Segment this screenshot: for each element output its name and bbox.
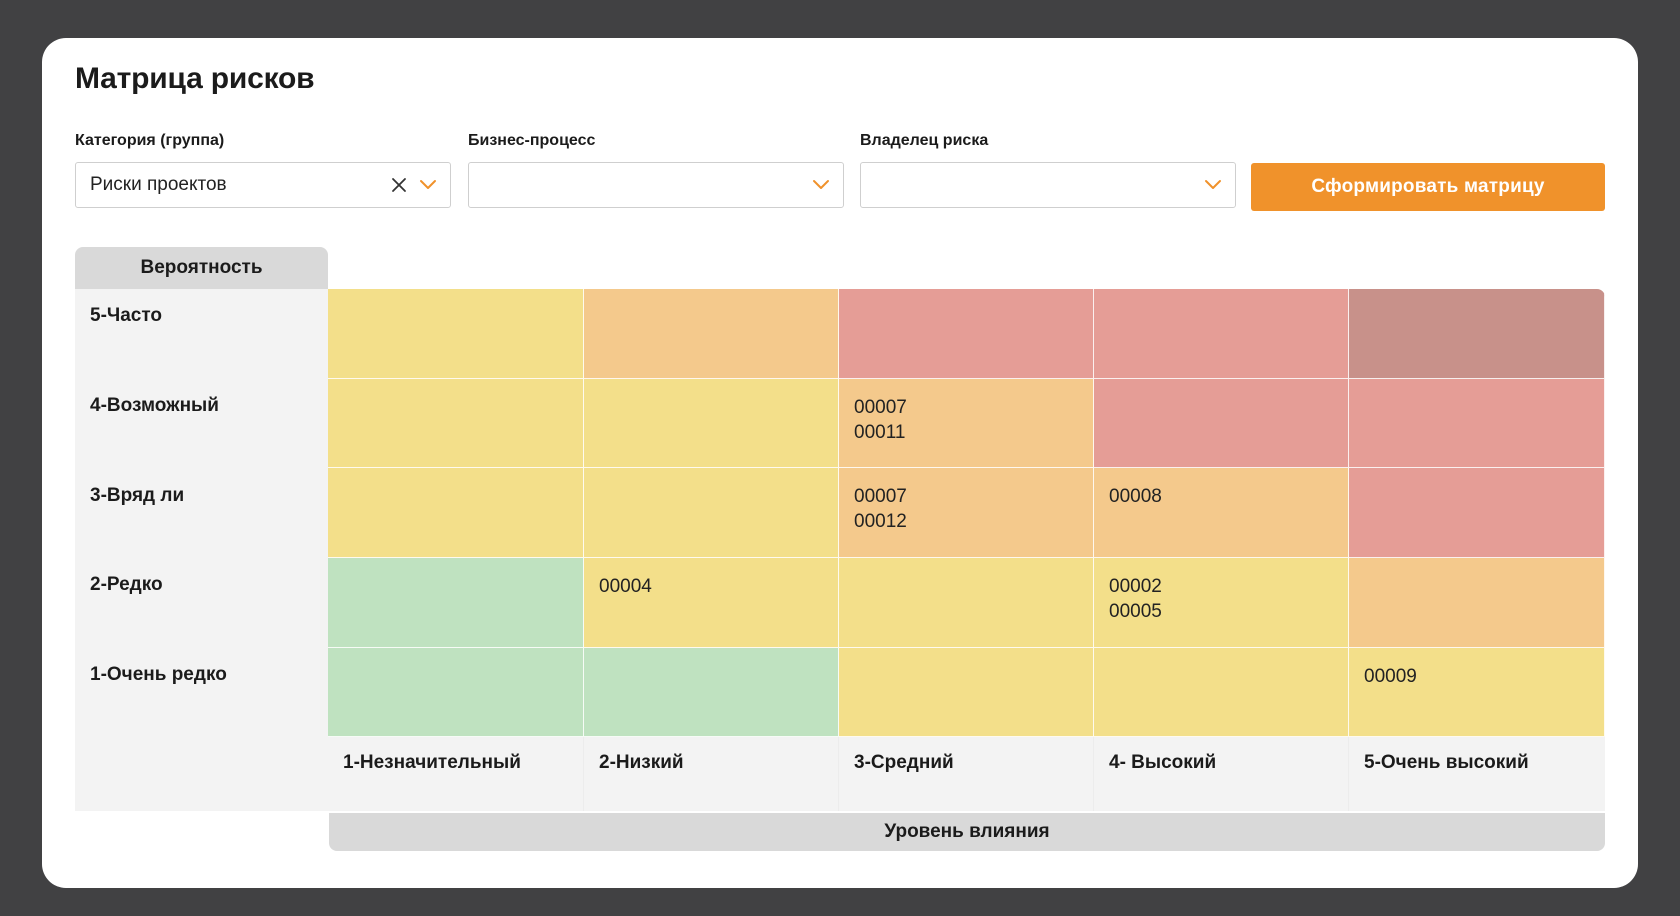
column-label: 5-Очень высокий (1364, 752, 1529, 773)
build-matrix-button[interactable]: Сформировать матрицу (1251, 163, 1605, 211)
risk-code[interactable]: 00005 (1109, 601, 1162, 622)
matrix-cell (328, 289, 584, 379)
risk-code[interactable]: 00002 (1109, 576, 1162, 597)
column-label: 2-Низкий (584, 737, 839, 811)
filter-risk-owner-label: Владелец риска (860, 132, 989, 149)
matrix-cell (839, 558, 1094, 648)
filter-category: Категория (группа) Риски проектов (75, 130, 451, 208)
business-process-select[interactable] (468, 162, 844, 208)
risk-code[interactable]: 00012 (854, 511, 907, 532)
matrix-cell (584, 648, 839, 737)
risk-code[interactable]: 00007 (854, 397, 907, 418)
column-label: 3-Средний (839, 737, 1094, 811)
impact-footer: Уровень влияния (329, 813, 1605, 851)
row-label: 2-Редко (90, 574, 163, 595)
chevron-down-icon[interactable] (1201, 174, 1225, 196)
chevron-down-icon[interactable] (416, 174, 440, 196)
filter-category-label: Категория (группа) (75, 132, 225, 149)
matrix-cell (584, 379, 839, 468)
matrix-cell: 00002 00005 (1094, 558, 1349, 648)
probability-header: Вероятность (75, 247, 328, 289)
risk-code[interactable]: 00007 (854, 486, 907, 507)
page-title: Матрица рисков (75, 62, 315, 95)
matrix-cell (1094, 648, 1349, 737)
matrix-cell (839, 289, 1094, 379)
risk-code[interactable]: 00008 (1109, 486, 1162, 507)
probability-labels: 5-Часто 4-Возможный 3-Вряд ли 2-Редко 1-… (75, 289, 328, 811)
row-label: 4-Возможный (90, 395, 219, 416)
matrix-cell (1349, 379, 1605, 468)
column-label: 1-Незначительный (328, 737, 584, 811)
filter-risk-owner: Владелец риска (860, 130, 1236, 208)
category-select[interactable]: Риски проектов (75, 162, 451, 208)
matrix-cell (1349, 468, 1605, 558)
row-label: 5-Часто (90, 305, 163, 326)
filter-business-process: Бизнес-процесс (468, 130, 844, 208)
risk-code[interactable]: 00004 (599, 576, 652, 597)
risk-matrix-card: Матрица рисков Категория (группа) Риски … (42, 38, 1638, 888)
matrix-cell: 00008 (1094, 468, 1349, 558)
risk-owner-select[interactable] (860, 162, 1236, 208)
row-label: 3-Вряд ли (90, 485, 185, 506)
chevron-down-icon[interactable] (809, 174, 833, 196)
row-label: 1-Очень редко (90, 664, 227, 685)
matrix-cell (1349, 558, 1605, 648)
risk-matrix-grid: 00007 00011 00007 00012 00008 00004 00002 00005… (328, 289, 1605, 737)
matrix-cell (1094, 289, 1349, 379)
matrix-cell (328, 379, 584, 468)
matrix-cell (584, 289, 839, 379)
matrix-cell: 00004 (584, 558, 839, 648)
matrix-cell (1349, 289, 1605, 379)
matrix-cell (328, 648, 584, 737)
column-label: 4- Высокий (1094, 737, 1349, 811)
matrix-cell (839, 648, 1094, 737)
matrix-cell (1094, 379, 1349, 468)
matrix-cell: 00007 00011 (839, 379, 1094, 468)
risk-code[interactable]: 00009 (1364, 666, 1417, 687)
category-select-value: Риски проектов (90, 174, 227, 195)
matrix-cell: 00007 00012 (839, 468, 1094, 558)
matrix-cell (584, 468, 839, 558)
risk-code[interactable]: 00011 (854, 422, 906, 443)
impact-labels: 1-Незначительный 2-Низкий 3-Средний 4- В… (328, 737, 1605, 811)
filter-business-process-label: Бизнес-процесс (468, 132, 596, 149)
matrix-cell (328, 468, 584, 558)
clear-icon[interactable] (388, 174, 410, 196)
matrix-cell: 00009 (1349, 648, 1605, 737)
matrix-cell (328, 558, 584, 648)
